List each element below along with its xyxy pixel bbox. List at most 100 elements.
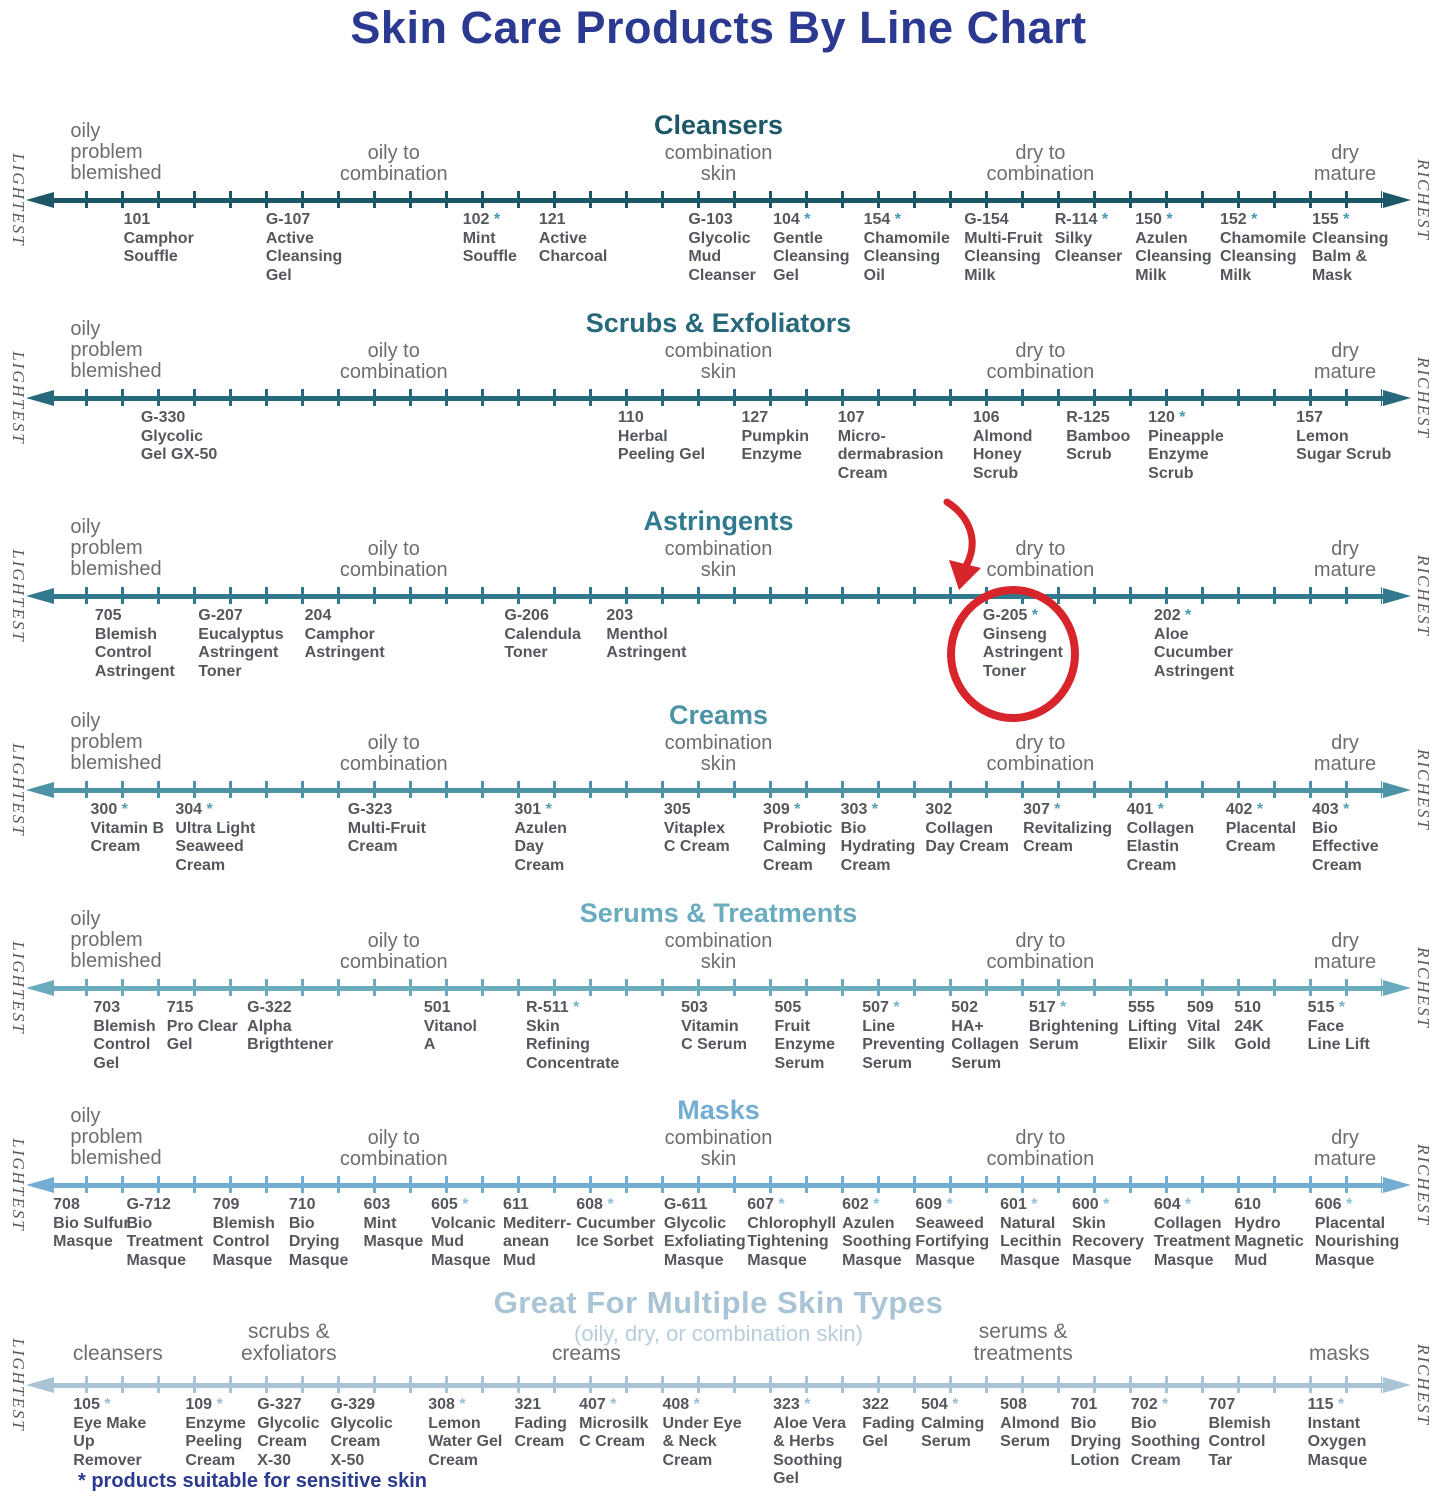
product-name: Blemish Control Masque <box>212 1214 275 1269</box>
sensitive-star: * <box>1333 1396 1345 1413</box>
product-item: 504 * Calming Serum <box>921 1396 984 1452</box>
skin-type-label: oily problem blemished <box>70 1105 162 1169</box>
product-code: 152 * <box>1220 211 1258 228</box>
product-code: 501 <box>423 999 451 1016</box>
product-item: 152 * Chamomile Cleansing Milk <box>1220 211 1306 285</box>
product-item: 510 24K Gold <box>1234 999 1270 1055</box>
product-code: G-611 <box>663 1196 708 1213</box>
product-code: 602 * <box>842 1196 880 1213</box>
product-code: G-322 <box>247 999 292 1016</box>
product-item: 709 Blemish Control Masque <box>213 1196 275 1270</box>
sensitive-star: * <box>799 1396 811 1413</box>
product-item: 607 * Chlorophyll Tightening Masque <box>747 1196 836 1270</box>
product-code: 509 <box>1186 999 1214 1016</box>
product-name: Volcanic Mud Masque <box>431 1214 496 1269</box>
product-code: G-327 <box>257 1396 302 1413</box>
product-item: 702 * Bio Soothing Cream <box>1131 1396 1200 1470</box>
product-item: 309 * Probiotic Calming Cream <box>763 801 832 875</box>
skin-type-label: combination skin <box>664 340 773 383</box>
product-name: Micro- dermabrasion Cream <box>837 427 944 482</box>
product-name: Lemon Sugar Scrub <box>1296 427 1392 464</box>
richest-label: RICHEST <box>1414 159 1433 241</box>
product-item: 555 Lifting Elixir <box>1128 999 1177 1055</box>
product-name: 24K Gold <box>1234 1017 1271 1054</box>
product-name: Bio Drying Masque <box>288 1214 349 1269</box>
axis-arrow-left <box>26 390 54 406</box>
category-title: Great For Multiple Skin Types <box>493 1285 944 1320</box>
skin-type-label: combination skin <box>664 1127 773 1170</box>
product-code: G-329 <box>330 1396 375 1413</box>
product-item: G-330 Glycolic Gel GX-50 <box>141 409 217 465</box>
skin-type-label: dry to combination <box>986 732 1095 775</box>
product-code: 109 * <box>185 1396 223 1413</box>
product-code: 300 * <box>90 801 128 818</box>
skin-type-label: dry mature <box>1313 142 1377 185</box>
product-item: 321 Fading Cream <box>514 1396 566 1452</box>
product-name: Calendula Toner <box>504 625 581 662</box>
product-code: 104 * <box>773 211 811 228</box>
product-item: 305 Vitaplex C Cream <box>664 801 730 857</box>
product-name: Chamomile Cleansing Milk <box>1220 229 1307 284</box>
sensitive-star: * <box>202 801 213 818</box>
product-name: Active Charcoal <box>538 229 608 266</box>
product-item: G-712 Bio Treatment Masque <box>126 1196 202 1270</box>
skin-type-label: combination skin <box>664 142 773 185</box>
product-name: Fading Gel <box>862 1414 915 1451</box>
axis-line <box>50 198 1385 203</box>
lightest-label: LIGHTEST <box>9 549 28 643</box>
axis-arrow-left <box>26 588 54 604</box>
product-item: 509 Vital Silk <box>1187 999 1221 1055</box>
sensitive-star: * <box>1341 1196 1353 1213</box>
product-name: Bio Effective Cream <box>1311 819 1379 874</box>
skin-type-label: dry to combination <box>986 340 1095 383</box>
skin-type-label: oily problem blemished <box>70 908 162 972</box>
axis-line <box>50 986 1385 991</box>
product-code: 101 <box>123 211 151 228</box>
product-name: Azulen Day Cream <box>514 819 567 874</box>
axis-line <box>50 1383 1385 1388</box>
sensitive-star: * <box>799 211 811 228</box>
product-code: 407 * <box>579 1396 617 1413</box>
product-name: Skin Recovery Masque <box>1072 1214 1145 1269</box>
category-title: Creams <box>668 700 769 730</box>
product-code: 102 * <box>462 211 501 228</box>
product-code: G-207 <box>198 607 243 624</box>
axis-line <box>50 1183 1385 1188</box>
product-name: Glycolic Gel GX-50 <box>140 427 218 464</box>
product-item: G-611 Glycolic Exfoliating Masque <box>664 1196 746 1270</box>
product-name: Aloe Vera & Herbs Soothing Gel <box>773 1414 847 1488</box>
product-code: 150 * <box>1135 211 1173 228</box>
sensitive-star: * <box>117 801 128 818</box>
sensitive-star: * <box>1338 211 1350 228</box>
product-item: 603 Mint Masque <box>364 1196 424 1252</box>
product-item: 408 * Under Eye & Neck Cream <box>662 1396 741 1470</box>
category-title: Cleansers <box>653 110 784 140</box>
sensitive-star: * <box>457 1196 469 1213</box>
skin-type-label: dry to combination <box>986 930 1095 973</box>
product-name: Vitamin B Cream <box>90 819 165 856</box>
sensitive-star: * <box>1161 211 1173 228</box>
product-name: Probiotic Calming Cream <box>763 819 833 874</box>
product-code: 110 <box>617 409 644 426</box>
product-item: 600 * Skin Recovery Masque <box>1072 1196 1144 1270</box>
product-name: Glycolic Cream X-50 <box>330 1414 393 1469</box>
product-name: Chlorophyll Tightening Masque <box>747 1214 837 1269</box>
product-item: 610 Hydro Magnetic Mud <box>1234 1196 1303 1270</box>
product-item: 322 Fading Gel <box>862 1396 914 1452</box>
sensitive-star: * <box>602 1196 614 1213</box>
product-code: 304 * <box>175 801 213 818</box>
product-item: 154 * Chamomile Cleansing Oil <box>864 211 950 285</box>
product-name: Natural Lecithin Masque <box>1000 1214 1062 1269</box>
axis-arrow-left <box>26 980 54 996</box>
product-name: Almond Honey Scrub <box>972 427 1033 482</box>
product-item: 202 * Aloe Cucumber Astringent <box>1154 607 1234 681</box>
product-name: Active Cleansing Gel <box>265 229 343 284</box>
product-code: G-323 <box>347 801 393 818</box>
product-name: Pro Clear Gel <box>166 1017 238 1054</box>
richest-label: RICHEST <box>1414 749 1433 831</box>
sensitive-star: * <box>1180 607 1192 624</box>
product-name: Seaweed Fortifying Masque <box>915 1214 990 1269</box>
product-item: 401 * Collagen Elastin Cream <box>1127 801 1195 875</box>
product-item: 505 Fruit Enzyme Serum <box>775 999 835 1073</box>
product-item: 110 Herbal Peeling Gel <box>618 409 705 465</box>
